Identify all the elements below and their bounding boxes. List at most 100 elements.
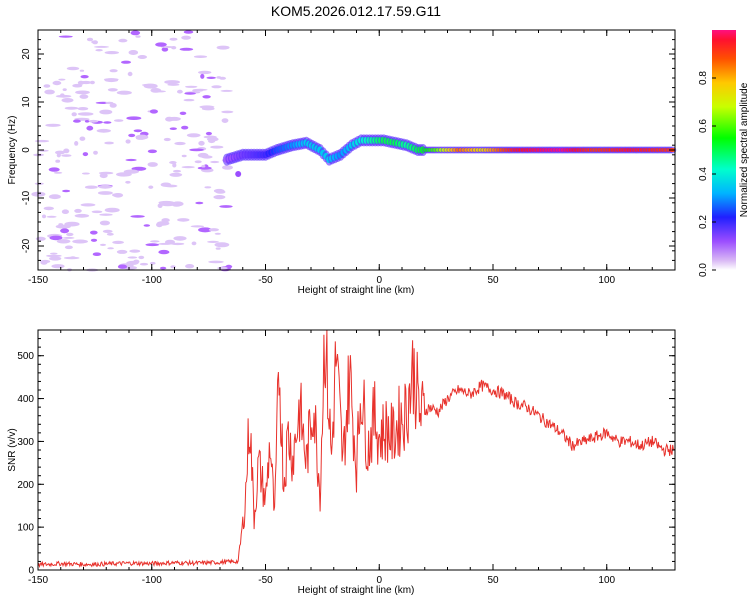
spectrogram-noise-blob bbox=[126, 116, 142, 120]
spectrogram-noise-blob bbox=[79, 94, 89, 99]
spectrogram-noise-blob bbox=[112, 240, 124, 244]
spectrogram-noise-blob bbox=[201, 164, 206, 168]
colorbar-tick-label: 0.2 bbox=[698, 215, 709, 229]
spectrogram-noise-blob bbox=[198, 70, 212, 75]
spectrogram-noise-blob bbox=[62, 236, 75, 239]
y-tick-label: -10 bbox=[21, 190, 32, 205]
spectrogram-noise-blob bbox=[210, 145, 224, 149]
figure-title: KOM5.2026.012.17.59.G11 bbox=[271, 3, 441, 19]
spectrogram-noise-blob bbox=[80, 203, 96, 207]
y-tick-label: 300 bbox=[17, 437, 34, 448]
spectrogram-noise-blob bbox=[183, 98, 195, 102]
spectrogram-noise-blob bbox=[177, 218, 190, 222]
spectrogram-noise-blob bbox=[210, 160, 220, 164]
spectrogram-noise-blob bbox=[103, 78, 119, 81]
spectrogram-y-axis-label: Frequency (Hz) bbox=[7, 116, 18, 185]
spectrogram-noise-blob bbox=[61, 98, 74, 103]
spectrogram-noise-blob bbox=[133, 129, 143, 133]
spectrogram-noise-blob bbox=[40, 259, 51, 264]
spectrogram-noise-blob bbox=[197, 152, 209, 158]
spectrogram-noise-blob bbox=[80, 75, 89, 79]
spectrogram-noise-blob bbox=[220, 89, 233, 92]
spectrogram-noise-blob bbox=[137, 55, 147, 59]
spectrogram-noise-blob bbox=[98, 184, 113, 189]
spectrogram-noise-blob bbox=[222, 165, 233, 170]
spectrogram-noise-blob bbox=[183, 30, 194, 34]
snr-panel: -150 -100 -50 0 50 100 0 100 200 300 400 500 Heigh… bbox=[7, 329, 676, 596]
spectrogram-noise-blob bbox=[217, 266, 228, 270]
spectrogram-noise-blob bbox=[99, 109, 113, 115]
spectrogram-noise-blob bbox=[62, 189, 71, 193]
spectrogram-noise-blob bbox=[86, 125, 94, 131]
spectrogram-noise-blob bbox=[42, 214, 46, 219]
spectrogram-noise-blob bbox=[117, 264, 128, 269]
x-tick-label: 50 bbox=[487, 575, 499, 586]
spectrogram-noise-blob bbox=[79, 136, 86, 141]
spectrogram-noise-blob bbox=[50, 252, 58, 255]
spectrogram-noise-blob bbox=[127, 71, 133, 77]
spectrogram-noise-blob bbox=[99, 173, 108, 179]
spectrogram-noise-blob bbox=[109, 69, 118, 73]
spectrogram-noise-blob bbox=[55, 150, 65, 155]
spectrogram-noise-blob bbox=[53, 171, 63, 174]
spectrogram-noise-blob bbox=[99, 220, 110, 226]
spectrogram-noise-blob bbox=[194, 160, 202, 164]
spectrogram-noise-blob bbox=[86, 37, 94, 42]
spectrogram-noise-blob bbox=[181, 125, 189, 130]
spectrogram-noise-blob bbox=[92, 252, 102, 256]
spectrogram-noise-blob bbox=[167, 83, 180, 86]
spectrogram-noise-blob bbox=[125, 139, 131, 144]
spectrogram-noise-blob bbox=[72, 239, 88, 244]
spectrogram-noise-blob bbox=[174, 141, 186, 146]
spectrogram-noise-blob bbox=[90, 238, 98, 242]
snr-y-ticks: 0 100 200 300 400 500 bbox=[17, 329, 675, 577]
spectrogram-noise-blob bbox=[106, 232, 114, 236]
spectrogram-noise-blob bbox=[145, 243, 160, 247]
spectrogram-noise-blob bbox=[64, 106, 79, 110]
spectrogram-noise-blob bbox=[74, 213, 90, 218]
spectrogram-noise-blob bbox=[138, 255, 145, 260]
spectrogram-noise-blob bbox=[49, 256, 62, 261]
spectrogram-noise-blob bbox=[93, 45, 110, 48]
spectrogram-noise-blob bbox=[61, 209, 69, 214]
spectrogram-noise-blob bbox=[127, 256, 138, 259]
spectrogram-noise-blob bbox=[34, 139, 50, 143]
spectrogram-noise-blob bbox=[173, 236, 187, 241]
spectrogram-noise-blob bbox=[181, 35, 192, 40]
spectrogram-noise-blob bbox=[116, 249, 128, 254]
spectrogram-noise-blob bbox=[89, 80, 95, 85]
x-tick-label: -100 bbox=[142, 575, 162, 586]
spectrogram-noise-blob bbox=[77, 80, 85, 85]
spectrogram-noise-blob bbox=[184, 92, 196, 95]
spectrogram-noise-blob bbox=[49, 235, 63, 241]
colorbar-tick-label: 0.0 bbox=[698, 263, 709, 277]
spectrogram-noise-blob bbox=[172, 162, 177, 168]
spectrogram-noise-blob bbox=[221, 118, 229, 123]
spectrogram-noise-blob bbox=[203, 135, 217, 139]
y-tick-label: 0 bbox=[28, 566, 34, 577]
spectrogram-noise-blob bbox=[66, 232, 74, 237]
spectrogram-noise-blob bbox=[55, 159, 61, 163]
spectrogram-noise-blob bbox=[191, 241, 197, 246]
spectrogram-noise-blob bbox=[150, 261, 156, 265]
spectrogram-noise-blob bbox=[88, 119, 99, 123]
spectrogram-noise-blob bbox=[170, 242, 185, 246]
spectrogram-noise-blob bbox=[208, 260, 224, 264]
spectrogram-noise-blob bbox=[169, 172, 183, 177]
spectrogram-noise-blob bbox=[72, 83, 83, 88]
spectrogram-noise-blob bbox=[51, 264, 65, 269]
spectrogram-noise-blob bbox=[158, 249, 170, 255]
x-tick-label: 0 bbox=[376, 275, 382, 286]
spectrogram-noise-blob bbox=[214, 232, 221, 235]
spectrogram-noise-blob bbox=[114, 119, 124, 122]
spectrogram-noise-blob bbox=[164, 80, 181, 85]
spectrogram-noise-blob bbox=[199, 105, 215, 109]
snr-x-ticks: -150 -100 -50 0 50 100 bbox=[28, 330, 676, 586]
x-tick-label: 100 bbox=[598, 575, 615, 586]
y-tick-label: 100 bbox=[17, 523, 34, 534]
spectrogram-noise-blob bbox=[74, 208, 82, 213]
spectrogram-noise-blob bbox=[177, 89, 183, 94]
spectrogram-noise-blob bbox=[192, 89, 204, 92]
